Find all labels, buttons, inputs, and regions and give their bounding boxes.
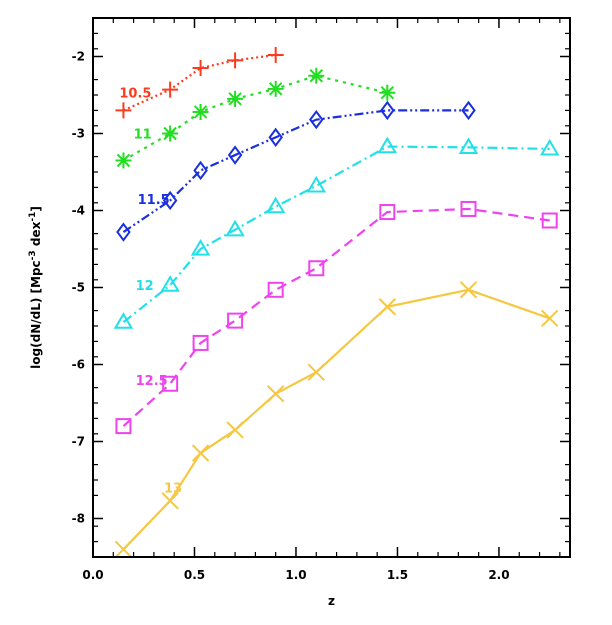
y-tick-label: -6	[72, 358, 85, 372]
data-point	[227, 90, 244, 107]
data-point	[227, 52, 244, 69]
data-point	[191, 444, 210, 462]
series-12: 12	[113, 136, 560, 329]
series-13: 13	[114, 281, 559, 559]
y-axis-title: log(dN/dL) [Mpc-3 dex-1]	[28, 206, 43, 369]
data-point	[190, 239, 211, 256]
data-point	[115, 102, 132, 119]
data-point	[227, 145, 243, 165]
data-point	[268, 127, 283, 148]
y-axis-title-exp2: -1	[28, 212, 38, 222]
x-tick-label: 1.0	[285, 568, 306, 582]
series-line	[122, 109, 469, 233]
series-label: 12.5	[136, 374, 168, 389]
data-point	[265, 196, 286, 214]
series-layer: 10.5 11 11.5 12 12.5 13	[113, 46, 560, 559]
data-point	[193, 160, 208, 181]
data-point	[458, 137, 479, 154]
y-axis-title-end: ]	[29, 206, 43, 211]
series-11: 11	[115, 67, 396, 169]
data-point	[192, 60, 209, 77]
series-12.5: 12.5	[115, 200, 558, 435]
series-label: 13	[164, 482, 182, 497]
y-axis-title-main: log(dN/dL) [Mpc	[29, 260, 43, 368]
data-point	[114, 540, 133, 559]
series-line	[122, 74, 388, 162]
data-point	[377, 136, 398, 154]
data-point	[379, 204, 396, 221]
data-point	[162, 190, 178, 211]
data-point	[461, 100, 476, 121]
data-point	[266, 385, 285, 403]
data-point	[192, 103, 209, 120]
data-point	[378, 298, 397, 316]
y-tick-label: -3	[72, 127, 85, 141]
data-point	[113, 312, 134, 329]
y-tick-label: -2	[72, 50, 85, 64]
data-point	[267, 46, 284, 63]
data-point	[115, 418, 132, 435]
data-point	[541, 212, 558, 229]
series-label: 11	[134, 128, 152, 143]
data-point	[308, 67, 325, 84]
data-point	[539, 138, 560, 156]
series-line	[122, 288, 551, 551]
y-tick-label: -4	[72, 204, 85, 218]
y-tick-label: -7	[72, 435, 85, 449]
data-point	[192, 334, 209, 351]
data-point	[307, 363, 325, 381]
series-11.5: 11.5	[116, 100, 476, 242]
data-point	[116, 222, 131, 242]
y-axis-title-exp1: -3	[28, 250, 38, 260]
data-point	[459, 281, 478, 299]
series-line	[122, 53, 276, 112]
y-axis-title-mid: dex	[29, 221, 43, 250]
data-point	[306, 175, 327, 193]
data-point	[161, 492, 179, 510]
data-point	[162, 81, 179, 98]
y-tick-label: -5	[72, 281, 85, 295]
data-point	[460, 200, 477, 217]
x-tick-label: 0.5	[184, 568, 205, 582]
series-label: 11.5	[138, 193, 170, 208]
x-tick-label: 1.5	[387, 568, 408, 582]
axes-layer: 0.0 0.5 1.0 1.5 2.0 -8 -7 -6 -5 -4 -3 -2	[72, 17, 570, 582]
series-line	[122, 145, 550, 324]
data-point	[380, 100, 395, 121]
data-point	[162, 375, 179, 392]
series-line	[122, 207, 550, 427]
x-axis-title: z	[328, 594, 335, 608]
data-point	[227, 312, 244, 329]
data-point	[225, 219, 245, 237]
data-point	[540, 309, 559, 328]
data-point	[226, 421, 244, 439]
data-point	[308, 260, 325, 277]
series-label: 10.5	[119, 87, 151, 102]
x-tick-label: 2.0	[488, 568, 509, 582]
data-point	[379, 84, 396, 101]
y-tick-label: -8	[72, 512, 85, 526]
data-point	[309, 109, 324, 130]
series-label: 12	[136, 279, 154, 294]
data-point	[267, 80, 284, 97]
data-point	[160, 275, 180, 292]
data-point	[267, 281, 284, 298]
series-10.5: 10.5	[115, 46, 284, 119]
data-point	[115, 152, 132, 169]
x-tick-label: 0.0	[82, 568, 103, 582]
data-point	[162, 125, 179, 142]
